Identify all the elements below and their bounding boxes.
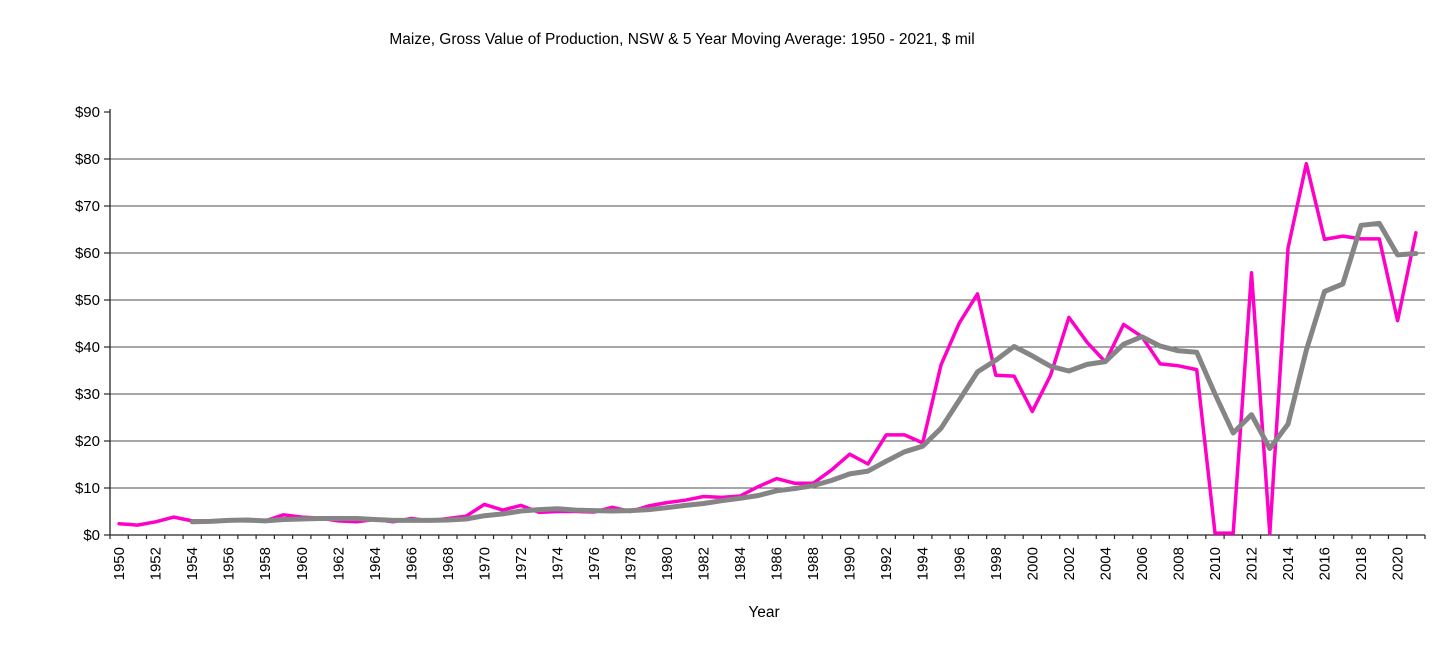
x-tick-label: 2010 [1207, 547, 1224, 580]
x-tick-label: 1962 [330, 547, 347, 580]
y-tick-label: $50 [75, 292, 100, 309]
x-tick-label: 2016 [1317, 547, 1334, 580]
x-tick-label: 1978 [623, 547, 640, 580]
x-tick-label: 1984 [732, 547, 749, 580]
chart-title: Maize, Gross Value of Production, NSW & … [389, 31, 975, 48]
x-tick-label: 1956 [221, 547, 238, 580]
x-tick-label: 1980 [659, 547, 676, 580]
y-tick-label: $30 [75, 386, 100, 403]
x-tick-label: 1992 [878, 547, 895, 580]
x-tick-label: 1970 [476, 547, 493, 580]
x-tick-label: 2008 [1170, 547, 1187, 580]
x-tick-label: 1998 [988, 547, 1005, 580]
x-tick-label: 1976 [586, 547, 603, 580]
x-tick-label: 2002 [1061, 547, 1078, 580]
x-tick-label: 1960 [294, 547, 311, 580]
x-tick-label: 1958 [257, 547, 274, 580]
x-tick-label: 1996 [951, 547, 968, 580]
y-tick-label: $10 [75, 480, 100, 497]
x-tick-label: 2018 [1353, 547, 1370, 580]
y-tick-label: $70 [75, 198, 100, 215]
y-tick-label: $40 [75, 339, 100, 356]
x-tick-label: 1966 [403, 547, 420, 580]
x-tick-label: 1974 [549, 547, 566, 580]
y-tick-label: $80 [75, 151, 100, 168]
series-moving-average-line [189, 220, 1419, 525]
x-tick-label: 1988 [805, 547, 822, 580]
x-tick-label: 1990 [842, 547, 859, 580]
y-tick-label: $90 [75, 104, 100, 121]
x-tick-label: 2014 [1280, 547, 1297, 580]
x-tick-label: 1972 [513, 547, 530, 580]
x-tick-label: 1986 [769, 547, 786, 580]
x-tick-label: 1954 [184, 547, 201, 580]
series-annual-line [117, 161, 1418, 536]
x-tick-label: 1982 [696, 547, 713, 580]
x-tick-label: 2004 [1097, 547, 1114, 580]
x-tick-label: 1950 [111, 547, 128, 580]
y-tick-label: $20 [75, 433, 100, 450]
x-tick-label: 1994 [915, 547, 932, 580]
x-tick-label: 2000 [1024, 547, 1041, 580]
x-tick-label: 1968 [440, 547, 457, 580]
y-tick-label: $0 [83, 527, 100, 544]
x-tick-label: 2006 [1134, 547, 1151, 580]
y-tick-label: $60 [75, 245, 100, 262]
x-tick-label: 2012 [1243, 547, 1260, 580]
x-axis-title: Year [748, 604, 780, 621]
x-tick-label: 1964 [367, 547, 384, 580]
x-tick-label: 1952 [148, 547, 165, 580]
x-tick-label: 2020 [1390, 547, 1407, 580]
